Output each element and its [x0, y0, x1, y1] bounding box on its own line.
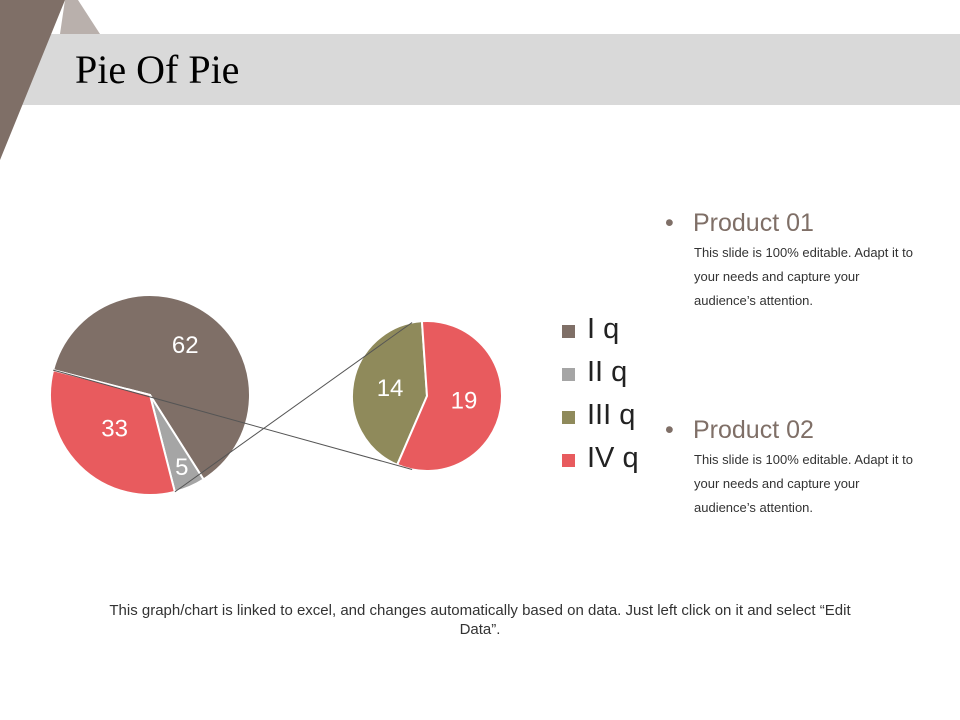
legend-label: I q — [587, 313, 620, 345]
legend-swatch — [562, 368, 575, 381]
product-name: Product 02 — [693, 416, 814, 444]
legend-swatch — [562, 454, 575, 467]
product-heading: • Product 01 — [665, 209, 925, 241]
product-01-block: • Product 01 This slide is 100% editable… — [665, 209, 925, 313]
legend-label: IV q — [587, 442, 639, 474]
main-pie-slice-1 — [51, 294, 251, 481]
product-name: Product 01 — [693, 209, 814, 237]
secondary-pie-data-label: 19 — [451, 388, 478, 415]
product-description: This slide is 100% editable. Adapt it to… — [694, 245, 913, 308]
page-title: Pie Of Pie — [75, 47, 240, 92]
legend-swatch — [562, 411, 575, 424]
footer-note: This graph/chart is linked to excel, and… — [109, 602, 851, 638]
secondary-pie-data-label: 14 — [377, 375, 404, 402]
legend-label: II q — [587, 356, 628, 388]
bullet-icon: • — [665, 209, 674, 237]
product-02-block: • Product 02 This slide is 100% editable… — [665, 416, 925, 520]
product-heading: • Product 02 — [665, 416, 925, 448]
main-pie-slice-3 — [49, 368, 177, 496]
main-pie-data-label: 33 — [101, 416, 128, 443]
connector-line-bottom — [53, 369, 413, 470]
secondary-pie-slice-1 — [351, 320, 429, 467]
product-description: This slide is 100% editable. Adapt it to… — [694, 452, 913, 515]
title-bar — [0, 34, 960, 105]
bullet-icon: • — [665, 416, 674, 444]
corner-decoration — [0, 0, 100, 160]
legend-label: III q — [587, 399, 636, 431]
legend-swatch — [562, 325, 575, 338]
main-pie-data-label: 62 — [172, 332, 199, 359]
main-pie-data-label: 5 — [175, 454, 188, 481]
connector-line-top — [174, 322, 413, 493]
secondary-pie-slice-2 — [395, 320, 503, 472]
